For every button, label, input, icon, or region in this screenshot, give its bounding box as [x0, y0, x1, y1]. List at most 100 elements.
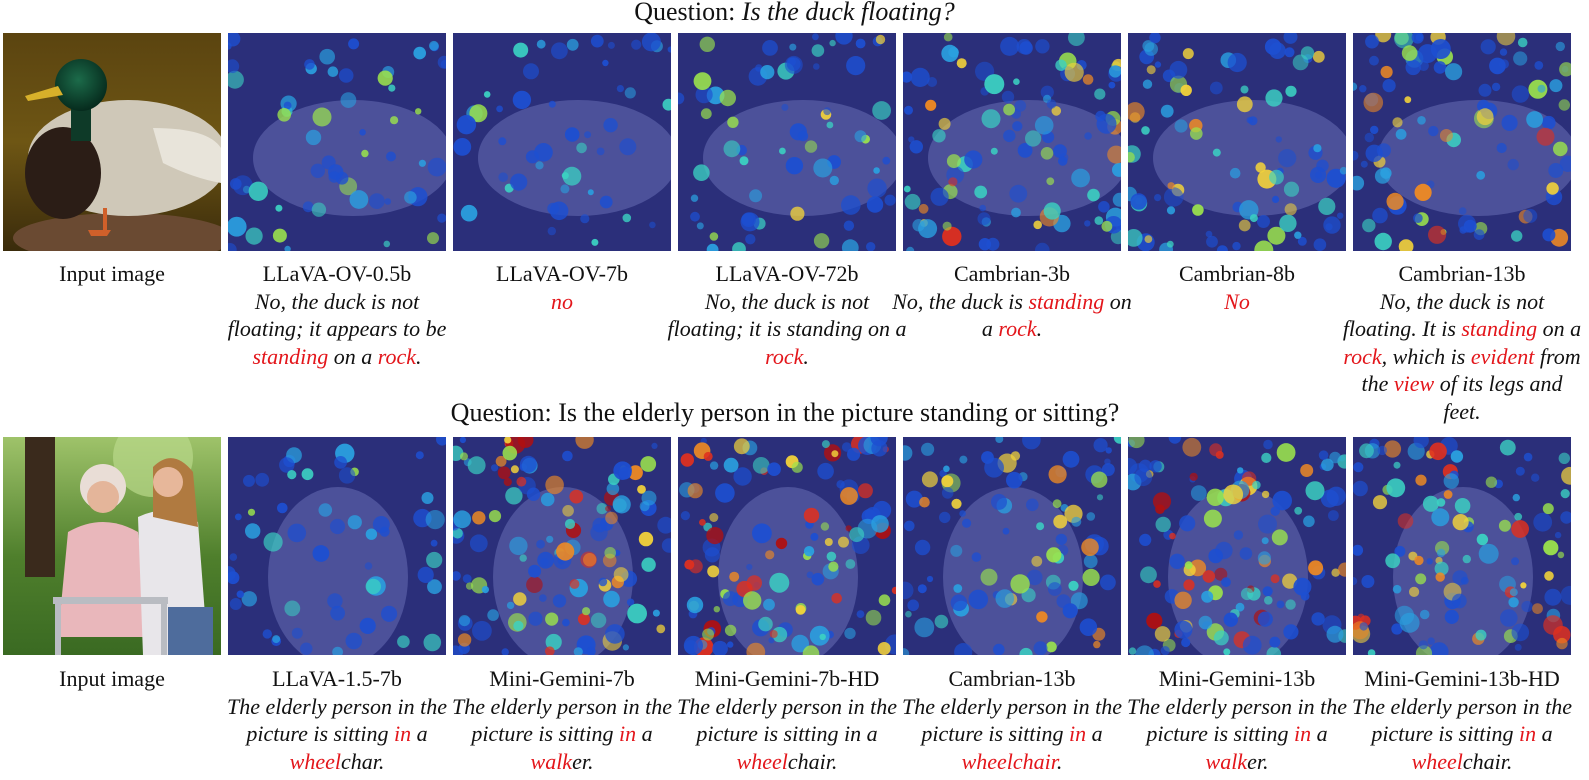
highlighted-token: in — [394, 721, 412, 746]
answer-text: . — [1056, 748, 1063, 774]
model-answer: No — [1117, 288, 1357, 316]
question-duck: Question: Is the duck floating? — [0, 0, 1589, 27]
model-answer: No, the duck is not floating. It is stan… — [1342, 288, 1582, 426]
model-name: LLaVA-OV-0.5b — [262, 261, 412, 286]
model-name: Cambrian-13b — [948, 666, 1076, 691]
answer-text: The elderly person in the picture is sit… — [677, 693, 897, 747]
question-prefix: Question: — [634, 0, 742, 26]
heatmap-elderly-llava-1.5-7b — [228, 437, 446, 655]
model-name: LLaVA-OV-7b — [496, 261, 628, 286]
caption-mini-gemini-13b: Mini-Gemini-13b The elderly person in the… — [1117, 665, 1357, 775]
model-answer: The elderly person in the picture is sit… — [217, 693, 457, 776]
answer-text: , which is — [1381, 343, 1471, 369]
highlighted-token: no — [551, 288, 573, 314]
highlighted-token: in — [619, 721, 637, 746]
model-answer: No, the duck is standing on a rock. — [892, 288, 1132, 343]
model-answer: The elderly person in the picture is sit… — [892, 693, 1132, 776]
answer-text: from the — [1361, 343, 1581, 397]
answer-text: No, the duck is not floating; it is stan… — [667, 288, 907, 342]
heatmap-elderly-mini-gemini-13b-hd — [1353, 437, 1571, 655]
duck-input-image — [3, 33, 221, 251]
model-answer: The elderly person in the picture is sit… — [1342, 693, 1582, 776]
heatmap-elderly-cambrian-13b — [903, 437, 1121, 655]
model-name: Mini-Gemini-7b — [489, 666, 635, 691]
highlighted-token: in — [1069, 721, 1087, 746]
model-name: Mini-Gemini-13b-HD — [1364, 666, 1560, 691]
model-answer: no — [442, 288, 682, 316]
highlighted-token: rock — [765, 343, 804, 369]
answer-text: No, the duck is — [892, 288, 1029, 314]
highlighted-token: standing — [1028, 288, 1105, 314]
highlighted-token: walk — [530, 748, 573, 774]
highlighted-token: standing — [252, 343, 329, 369]
model-name: LLaVA-1.5-7b — [272, 666, 402, 691]
highlighted-token: standing — [1461, 316, 1538, 341]
answer-text: . — [416, 343, 422, 369]
answer-text: on a — [1537, 316, 1582, 341]
caption-llava-1.5-7b: LLaVA-1.5-7b The elderly person in the pi… — [217, 665, 457, 775]
highlighted-token: wheelchair — [961, 748, 1057, 774]
caption-cambrian-3b: Cambrian-3b No, the duck is standing on a… — [892, 260, 1132, 343]
elderly-input-caption: Input image — [0, 665, 232, 693]
highlighted-token: walk — [1205, 748, 1248, 774]
heatmap-duck-llava-ov-0.5b — [228, 33, 446, 251]
model-name: Mini-Gemini-13b — [1158, 666, 1316, 691]
input-image-label: Input image — [59, 666, 165, 691]
answer-text: on a — [981, 288, 1132, 342]
answer-text: . — [1036, 316, 1043, 341]
answer-text: a — [1536, 721, 1553, 746]
highlighted-token: rock — [998, 316, 1037, 341]
caption-cambrian-13b: Cambrian-13b No, the duck is not floating… — [1342, 260, 1582, 425]
model-answer: No, the duck is not floating; it is stan… — [667, 288, 907, 371]
model-name: Cambrian-8b — [1178, 261, 1296, 286]
caption-llava-ov-72b: LLaVA-OV-72b No, the duck is not floating… — [667, 260, 907, 370]
highlighted-token: in — [1294, 721, 1312, 746]
answer-text: The elderly person in the picture is sit… — [902, 693, 1122, 747]
highlighted-token: wheel — [736, 748, 788, 774]
heatmap-duck-llava-ov-7b — [453, 33, 671, 251]
answer-text: The elderly person in the picture is sit… — [227, 693, 447, 747]
model-name: Cambrian-13b — [1398, 261, 1526, 286]
model-name: Mini-Gemini-7b-HD — [694, 666, 880, 691]
heatmap-duck-cambrian-13b — [1353, 33, 1571, 251]
heatmap-duck-cambrian-3b — [903, 33, 1121, 251]
question-duck-text: Is the duck floating? — [741, 0, 955, 26]
highlighted-token: in — [1519, 721, 1537, 746]
answer-text: No, the duck is not floating. It is — [1342, 288, 1545, 342]
model-answer: The elderly person in the picture is sit… — [667, 693, 907, 776]
heatmap-elderly-mini-gemini-7b — [453, 437, 671, 655]
answer-text: The elderly person in the picture is sit… — [452, 693, 672, 747]
model-answer: No, the duck is not floating; it appears… — [217, 288, 457, 371]
model-answer: The elderly person in the picture is sit… — [1117, 693, 1357, 776]
caption-mini-gemini-7b-hd: Mini-Gemini-7b-HD The elderly person in t… — [667, 665, 907, 775]
answer-text: The elderly person in the picture is sit… — [1352, 693, 1572, 747]
highlighted-token: rock — [377, 343, 417, 369]
answer-text: of its legs and feet. — [1434, 371, 1563, 424]
duck-input-caption: Input image — [0, 260, 232, 288]
caption-llava-ov-0.5b: LLaVA-OV-0.5b No, the duck is not floatin… — [217, 260, 457, 370]
caption-mini-gemini-13b-hd: Mini-Gemini-13b-HD The elderly person in … — [1342, 665, 1582, 775]
elderly-input-image — [3, 437, 221, 655]
answer-text: er. — [572, 748, 594, 774]
model-answer: The elderly person in the picture is sit… — [442, 693, 682, 776]
answer-text: char. — [340, 748, 385, 774]
input-image-label: Input image — [59, 261, 165, 286]
answer-text: chair. — [1462, 748, 1513, 774]
caption-mini-gemini-7b: Mini-Gemini-7b The elderly person in the … — [442, 665, 682, 775]
heatmap-duck-cambrian-8b — [1128, 33, 1346, 251]
highlighted-token: No — [1224, 288, 1250, 314]
answer-text: The elderly person in the picture is sit… — [1127, 693, 1347, 747]
answer-text: on a — [328, 343, 378, 369]
answer-text: a — [636, 721, 653, 746]
highlighted-token: wheel — [1411, 748, 1463, 774]
model-name: LLaVA-OV-72b — [715, 261, 859, 286]
caption-llava-ov-7b: LLaVA-OV-7b no — [442, 260, 682, 315]
caption-cambrian-8b: Cambrian-8b No — [1117, 260, 1357, 315]
answer-text: a — [1311, 721, 1328, 746]
heatmap-elderly-mini-gemini-7b-hd — [678, 437, 896, 655]
answer-text: a — [1086, 721, 1103, 746]
highlighted-token: wheel — [289, 748, 341, 774]
highlighted-token: rock — [1343, 343, 1382, 369]
model-name: Cambrian-3b — [953, 261, 1071, 286]
heatmap-elderly-mini-gemini-13b — [1128, 437, 1346, 655]
